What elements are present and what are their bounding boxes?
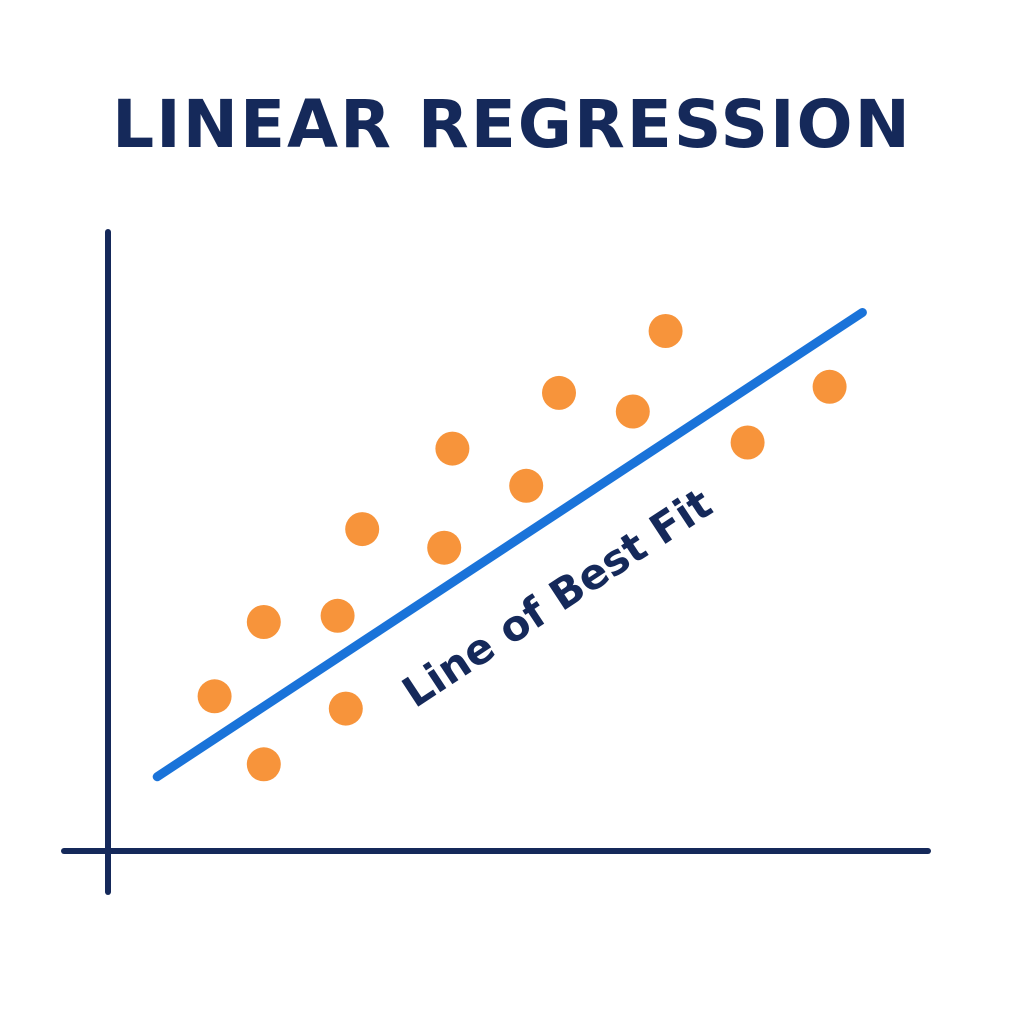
data-point-8 — [435, 431, 470, 466]
data-point-1 — [197, 679, 232, 714]
data-point-9 — [509, 468, 544, 503]
data-point-13 — [730, 425, 765, 460]
data-point-3 — [246, 605, 281, 639]
chart-title: LINEAR REGRESSION — [112, 86, 912, 163]
data-point-2 — [246, 747, 281, 782]
data-point-4 — [320, 598, 355, 633]
line-of-best-fit — [152, 308, 867, 782]
data-point-10 — [542, 375, 576, 410]
data-point-14 — [812, 369, 847, 404]
data-point-7 — [427, 530, 462, 565]
data-point-12 — [648, 314, 683, 348]
data-point-5 — [328, 691, 363, 726]
data-point-11 — [615, 394, 650, 429]
data-points-group — [197, 314, 847, 782]
data-point-6 — [345, 512, 380, 547]
